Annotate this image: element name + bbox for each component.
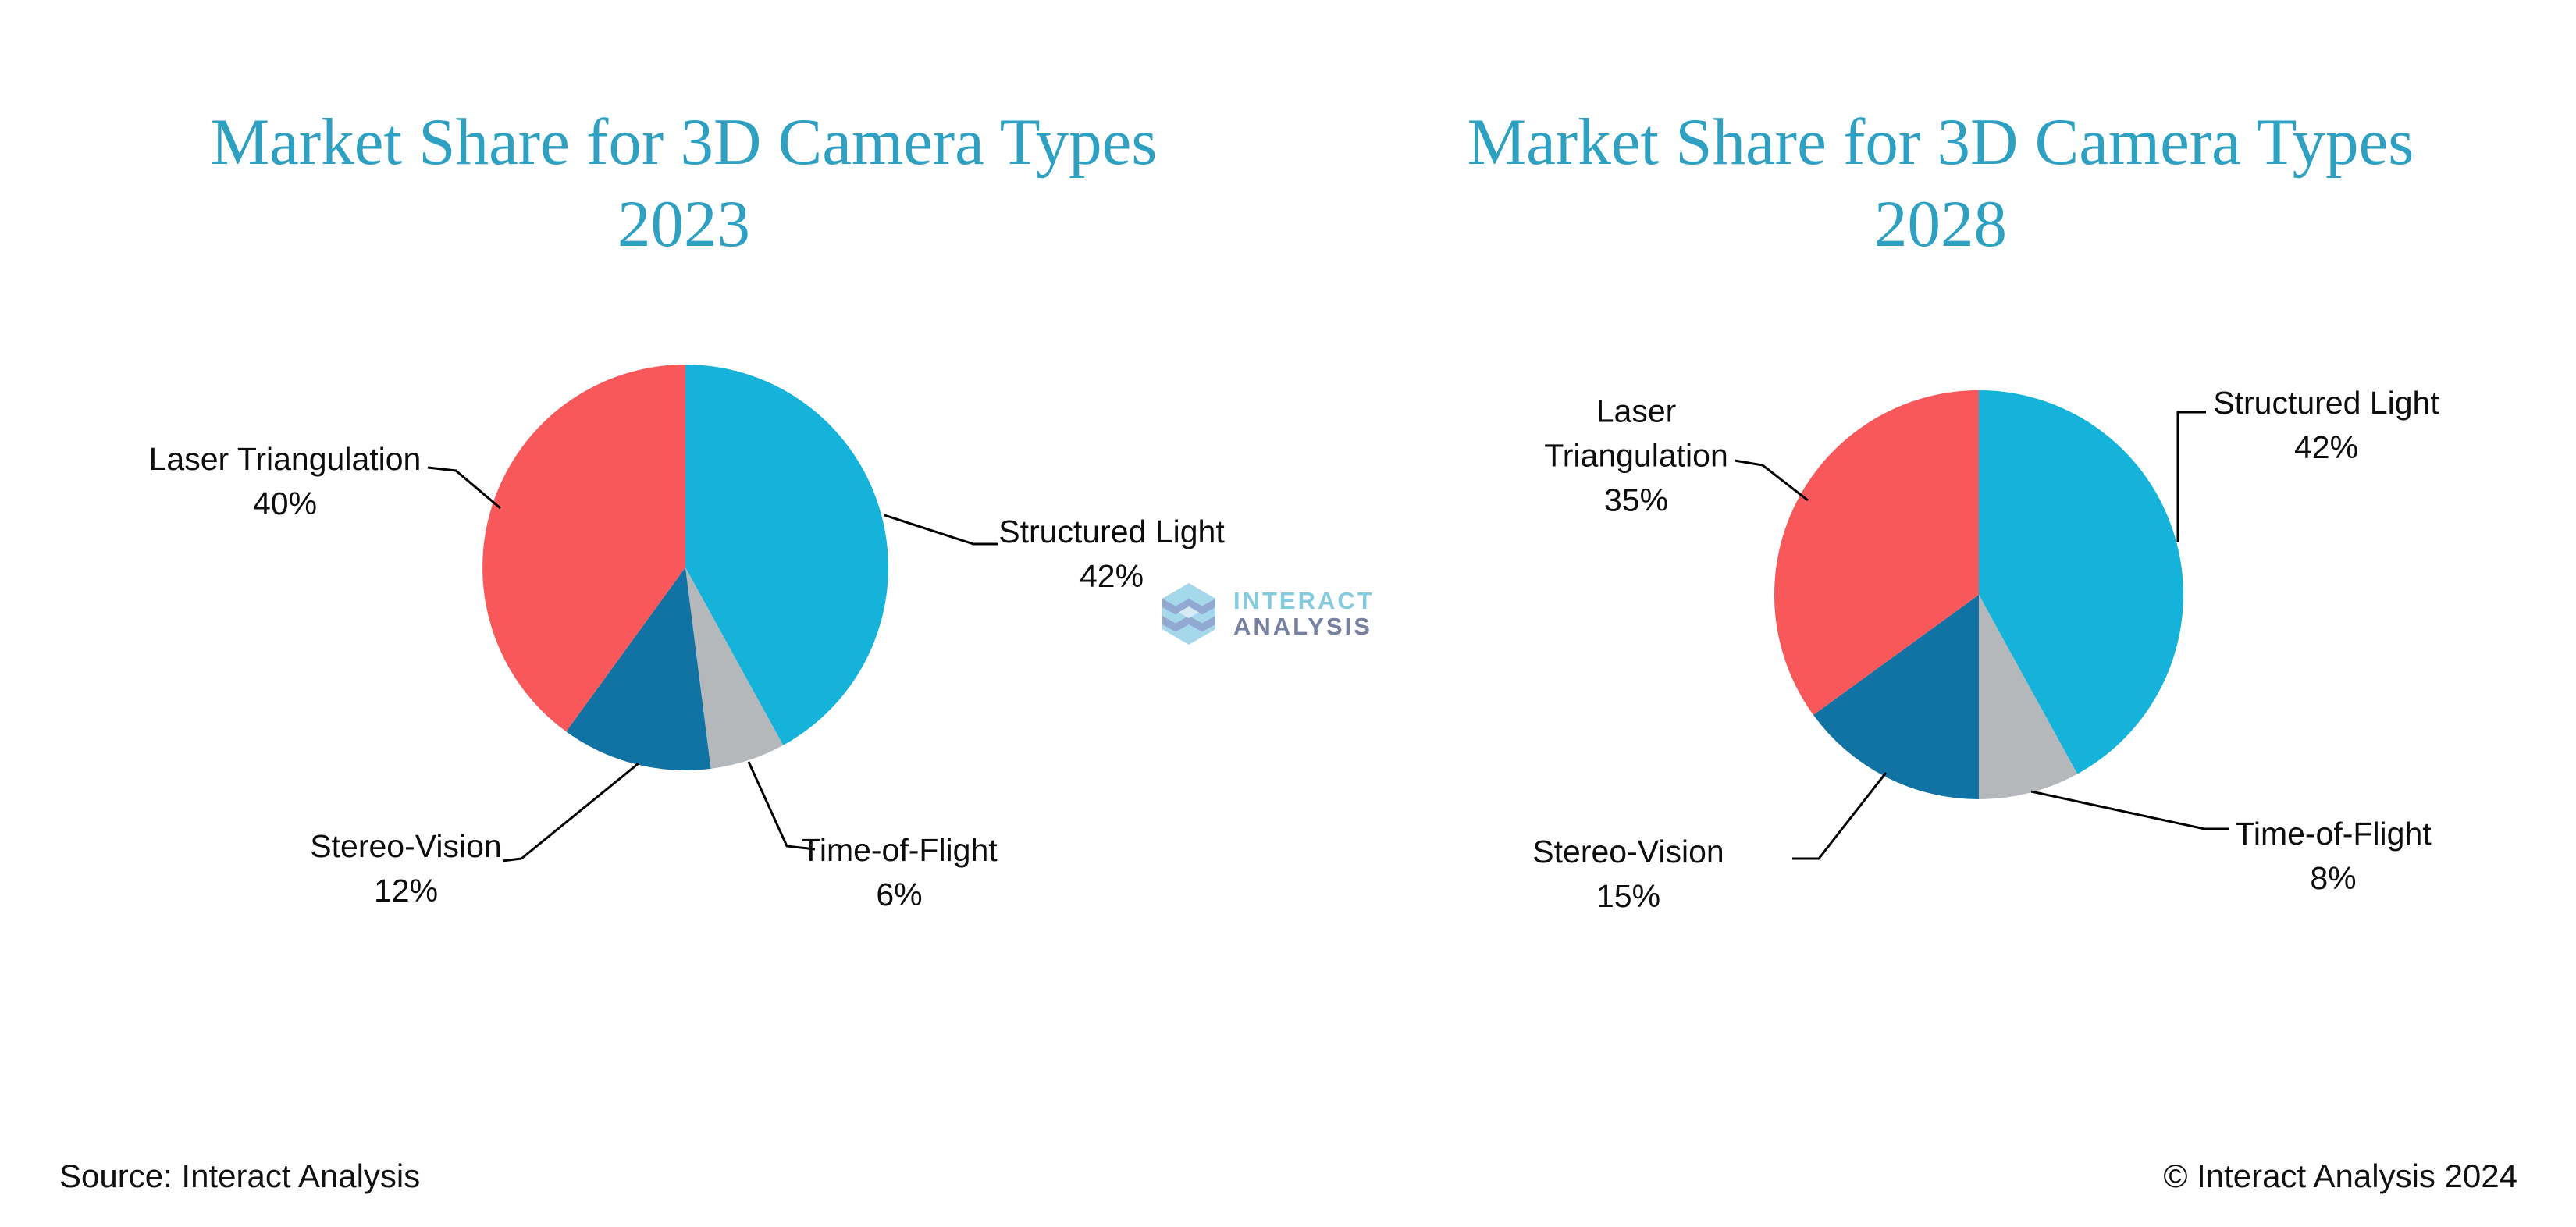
interact-analysis-logo: INTERACT ANALYSIS [1162,583,1375,645]
logo-wordmark: INTERACT ANALYSIS [1233,583,1375,639]
pie-slice-stereo-vision [566,567,711,770]
chart-title-2023: Market Share for 3D Camera Types 2023 [59,101,1308,265]
pie-slice-structured-light [685,365,888,745]
logo-hexagon-icon [1162,583,1215,645]
pie-slice-structured-light [1979,390,2183,774]
chart-title-text: Market Share for 3D Camera Types [210,105,1158,179]
pie-slice-time-of-flight [1979,595,2078,799]
chart-title-2028: Market Share for 3D Camera Types 2028 [1316,101,2565,265]
leader-line-laser-triangulation [1734,459,1809,502]
pie-slice-time-of-flight [685,567,784,769]
source-note: Source: Interact Analysis [59,1158,421,1194]
chart-title-year: 2023 [617,187,750,261]
leader-line-stereo-vision [502,762,639,862]
pie-2023 [427,365,998,862]
pie-slice-stereo-vision [1813,595,1979,799]
logo-text-interact: INTERACT [1233,587,1375,614]
chart-title-text: Market Share for 3D Camera Types [1467,105,2414,179]
leader-line-structured-light [2176,411,2206,542]
leader-line-stereo-vision [1792,772,1888,860]
pie-2028 [1734,389,2229,860]
leader-line-time-of-flight [747,761,816,851]
pie-slice-laser-triangulation [482,365,685,732]
leader-line-structured-light [884,514,998,546]
copyright-note: © Interact Analysis 2024 [2163,1158,2517,1194]
leader-line-laser-triangulation [427,466,501,510]
logo-text-analysis: ANALYSIS [1233,613,1372,640]
leader-line-time-of-flight [2030,790,2229,830]
chart-title-year: 2028 [1874,187,2007,261]
pie-slice-laser-triangulation [1774,389,1979,715]
